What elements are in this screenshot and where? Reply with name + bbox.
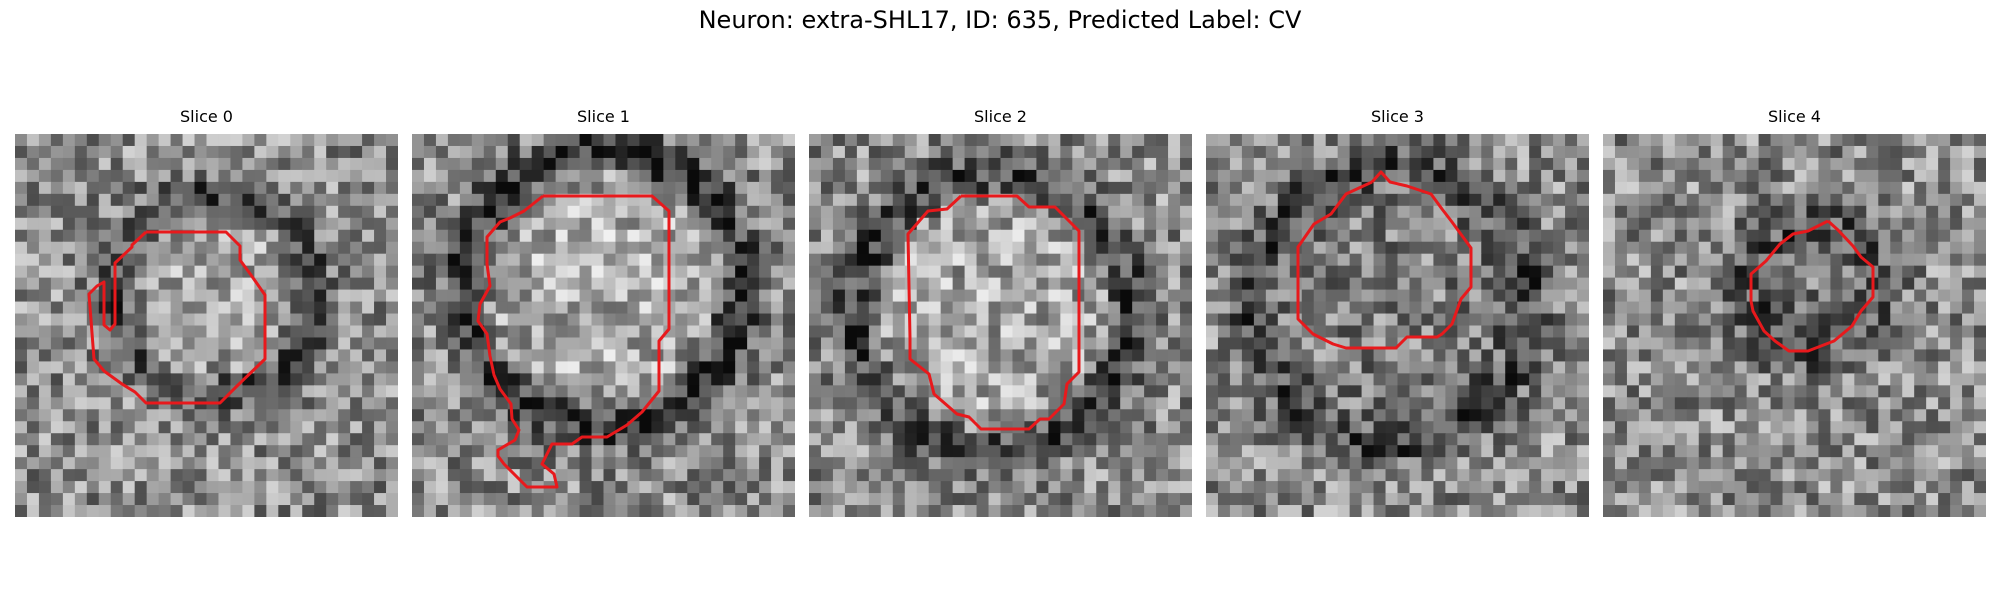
slice-title-3: Slice 3 — [1371, 107, 1424, 126]
segmentation-contour-3 — [1296, 170, 1473, 350]
slice-title-1: Slice 1 — [577, 107, 630, 126]
slice-image-3 — [1206, 134, 1589, 517]
slice-image-2 — [809, 134, 1192, 517]
slice-title-2: Slice 2 — [974, 107, 1027, 126]
slice-title-4: Slice 4 — [1768, 107, 1821, 126]
slice-title-0: Slice 0 — [180, 107, 233, 126]
segmentation-contour-4 — [1749, 219, 1875, 353]
slice-image-4 — [1603, 134, 1986, 517]
slice-image-1 — [412, 134, 795, 517]
segmentation-contour-1 — [476, 194, 671, 489]
segmentation-contour-2 — [906, 194, 1081, 431]
slice-image-0 — [15, 134, 398, 517]
segmentation-contour-0 — [87, 230, 267, 405]
figure-title: Neuron: extra-SHL17, ID: 635, Predicted … — [698, 6, 1302, 34]
